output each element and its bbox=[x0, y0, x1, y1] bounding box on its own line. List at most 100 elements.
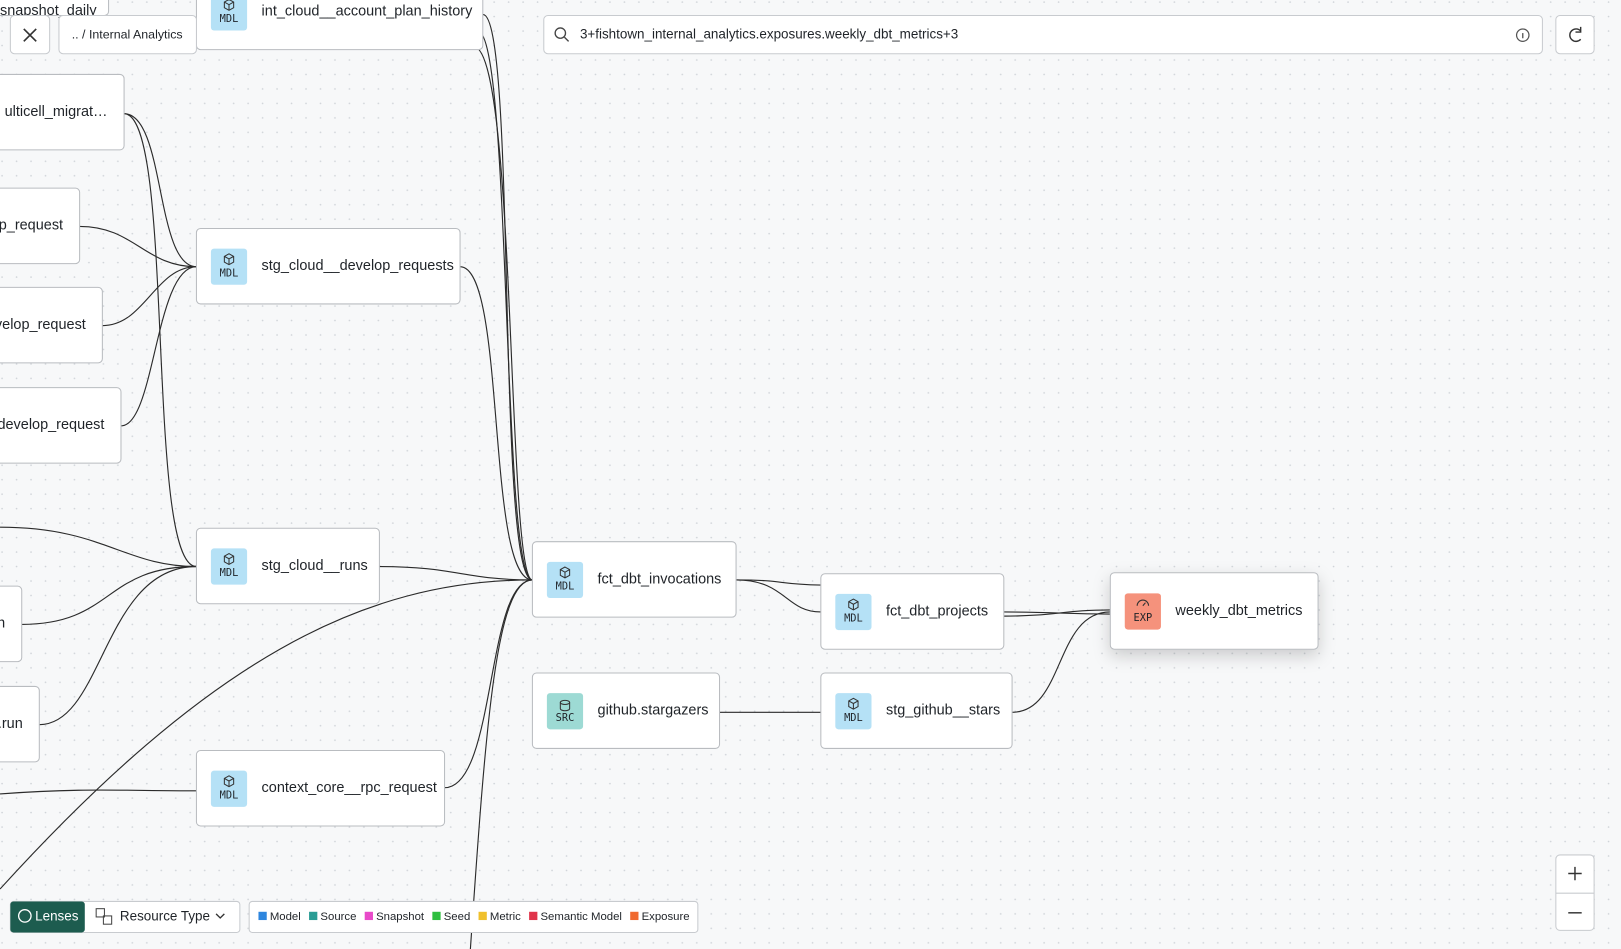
node-box bbox=[531, 672, 721, 749]
node-box bbox=[820, 672, 1013, 749]
badge-icon bbox=[559, 702, 571, 712]
lenses-button[interactable] bbox=[10, 901, 85, 933]
node-label: weekly_dbt_metrics bbox=[1174, 603, 1302, 619]
legend-label: Metric bbox=[490, 911, 521, 923]
node-box bbox=[531, 541, 737, 618]
badge-label: MDL bbox=[220, 567, 239, 579]
node-box bbox=[820, 573, 1005, 650]
dropdown-chevron bbox=[215, 913, 225, 919]
badge-icon bbox=[559, 566, 571, 579]
legend-swatch bbox=[478, 911, 487, 921]
badge-icon bbox=[223, 253, 235, 266]
node[interactable]: MDL fct_dbt_invocations bbox=[531, 541, 737, 618]
node-label: .run bbox=[0, 716, 23, 732]
close-icon bbox=[23, 28, 37, 42]
node[interactable]: MDL fct_dbt_projects bbox=[820, 573, 1005, 650]
node[interactable]: ulticell_migrat… bbox=[0, 73, 125, 151]
breadcrumb-text: .. / Internal Analytics bbox=[72, 27, 183, 41]
legend-label: Snapshot bbox=[376, 911, 425, 923]
legend-label: Semantic Model bbox=[540, 911, 621, 923]
node[interactable]: MDL context_core__rpc_request bbox=[195, 749, 446, 827]
badge-label: SRC bbox=[556, 712, 575, 724]
node-badge bbox=[546, 693, 584, 730]
legend-swatch bbox=[258, 911, 267, 921]
node-label: stg_github__stars bbox=[886, 703, 1000, 719]
badge-label: MDL bbox=[220, 13, 239, 25]
node-box bbox=[195, 749, 446, 827]
legend-swatch bbox=[630, 911, 639, 921]
badge-label: MDL bbox=[220, 267, 239, 279]
node-label: ulticell_migrat… bbox=[5, 104, 108, 120]
node-label: op_request bbox=[0, 218, 63, 234]
badge-icon bbox=[223, 552, 235, 566]
node[interactable]: n bbox=[0, 585, 23, 663]
legend-label: Model bbox=[270, 911, 301, 923]
node[interactable]: MDL int_cloud__account_plan_history bbox=[195, 0, 484, 51]
search-box[interactable] bbox=[543, 14, 1543, 55]
node-label: .develop_request bbox=[0, 417, 104, 433]
badge-label: MDL bbox=[844, 712, 863, 724]
node[interactable]: .run bbox=[0, 685, 40, 763]
node-label: stg_cloud__runs bbox=[262, 558, 368, 574]
zoom-controls bbox=[1555, 854, 1595, 931]
badge-label: MDL bbox=[556, 581, 575, 593]
node[interactable]: op_request bbox=[0, 187, 81, 265]
zoom-in[interactable] bbox=[1568, 866, 1582, 881]
node-badge bbox=[210, 770, 248, 807]
refresh-icon bbox=[1569, 26, 1582, 43]
legend-swatch bbox=[364, 911, 373, 921]
node-box bbox=[195, 527, 380, 605]
node-label: context_core__rpc_request bbox=[262, 780, 437, 796]
node[interactable]: SRC github.stargazers bbox=[531, 672, 721, 749]
node-box bbox=[195, 0, 484, 51]
info-icon[interactable] bbox=[1515, 28, 1530, 42]
node-label: fct_dbt_invocations bbox=[598, 571, 722, 587]
edges bbox=[0, 13, 1111, 949]
legend-label: Seed bbox=[444, 911, 471, 923]
legend-items: Model Source Snapshot Seed Metric Semantic Mo… bbox=[258, 911, 690, 923]
node-box bbox=[1109, 572, 1319, 650]
resource-type-label[interactable]: Resource Type bbox=[120, 909, 210, 924]
badge-label: MDL bbox=[844, 613, 863, 625]
legend-swatch bbox=[432, 911, 441, 921]
node[interactable]: MDL stg_github__stars bbox=[820, 672, 1013, 749]
badge-icon bbox=[848, 697, 859, 710]
node-box bbox=[0, 0, 110, 17]
badge-label: MDL bbox=[220, 789, 239, 801]
search-icon bbox=[554, 27, 567, 39]
node-box bbox=[0, 387, 122, 464]
node-label: n bbox=[0, 616, 5, 632]
legend-label: Exposure bbox=[642, 911, 690, 923]
node-label: github.stargazers bbox=[598, 703, 709, 719]
legend bbox=[248, 900, 699, 933]
node-box bbox=[0, 187, 81, 265]
node-box bbox=[195, 227, 461, 305]
badge-label: EXP bbox=[1134, 612, 1153, 624]
node[interactable]: EXP weekly_dbt_metrics bbox=[1109, 572, 1319, 650]
legend-swatch bbox=[529, 911, 538, 921]
search-text: 3+fishtown_internal_analytics.exposures.… bbox=[580, 27, 958, 42]
refresh-button[interactable] bbox=[1555, 14, 1595, 55]
node[interactable]: velop_request bbox=[0, 286, 103, 364]
badge-icon bbox=[223, 0, 235, 11]
legend-swatch bbox=[309, 911, 318, 921]
node-box bbox=[0, 73, 125, 151]
node-label: fct_dbt_projects bbox=[886, 603, 988, 619]
node-badge bbox=[210, 548, 248, 585]
node-badge bbox=[1124, 593, 1161, 630]
node-badge bbox=[835, 593, 872, 631]
node[interactable]: MDL stg_cloud__develop_requests bbox=[195, 227, 461, 305]
breadcrumb[interactable] bbox=[58, 14, 197, 55]
node-label: stg_cloud__develop_requests bbox=[262, 258, 454, 274]
badge-icon bbox=[223, 775, 235, 788]
lenses-label: Lenses bbox=[35, 909, 79, 924]
node[interactable]: MDL stg_cloud__runs bbox=[195, 527, 380, 605]
node-badge bbox=[210, 0, 248, 31]
node-label: int_cloud__account_plan_history bbox=[262, 4, 474, 20]
node[interactable]: .develop_request bbox=[0, 387, 122, 464]
node-badge bbox=[210, 248, 248, 285]
node-box bbox=[0, 286, 103, 364]
node-box bbox=[0, 685, 40, 763]
